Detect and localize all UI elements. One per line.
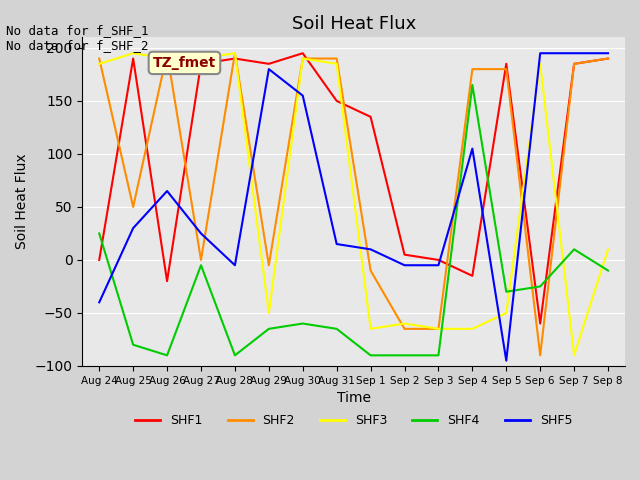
SHF2 <box>401 326 408 332</box>
SHF5 <box>265 66 273 72</box>
SHF1 <box>265 61 273 67</box>
SHF2 <box>299 56 307 61</box>
Title: Soil Heat Flux: Soil Heat Flux <box>291 15 416 33</box>
SHF4 <box>502 289 510 295</box>
SHF3 <box>468 326 476 332</box>
SHF3 <box>265 310 273 316</box>
SHF2 <box>231 50 239 56</box>
SHF3 <box>604 246 612 252</box>
SHF4 <box>299 321 307 326</box>
SHF2 <box>265 263 273 268</box>
SHF4 <box>435 352 442 358</box>
SHF1 <box>231 56 239 61</box>
Y-axis label: Soil Heat Flux: Soil Heat Flux <box>15 154 29 250</box>
SHF3 <box>129 50 137 56</box>
SHF5 <box>95 300 103 305</box>
SHF5 <box>299 93 307 98</box>
SHF4 <box>197 263 205 268</box>
Text: TZ_fmet: TZ_fmet <box>153 56 216 70</box>
SHF4 <box>536 284 544 289</box>
SHF4 <box>129 342 137 348</box>
SHF3 <box>536 61 544 67</box>
SHF3 <box>333 61 340 67</box>
SHF5 <box>435 263 442 268</box>
SHF1 <box>129 56 137 61</box>
Legend: SHF1, SHF2, SHF3, SHF4, SHF5: SHF1, SHF2, SHF3, SHF4, SHF5 <box>130 409 577 432</box>
SHF4 <box>604 268 612 274</box>
SHF4 <box>570 246 578 252</box>
SHF1 <box>502 61 510 67</box>
Line: SHF3: SHF3 <box>99 53 608 355</box>
SHF3 <box>570 352 578 358</box>
SHF2 <box>333 56 340 61</box>
SHF1 <box>95 257 103 263</box>
SHF3 <box>435 326 442 332</box>
SHF5 <box>401 263 408 268</box>
X-axis label: Time: Time <box>337 391 371 405</box>
Text: No data for f_SHF_1
No data for f_SHF_2: No data for f_SHF_1 No data for f_SHF_2 <box>6 24 149 52</box>
SHF2 <box>604 56 612 61</box>
SHF1 <box>536 321 544 326</box>
SHF5 <box>197 230 205 236</box>
SHF4 <box>231 352 239 358</box>
SHF1 <box>333 98 340 104</box>
Line: SHF5: SHF5 <box>99 53 608 360</box>
SHF3 <box>502 310 510 316</box>
SHF3 <box>197 56 205 61</box>
SHF4 <box>367 352 374 358</box>
SHF5 <box>231 263 239 268</box>
SHF2 <box>435 326 442 332</box>
Line: SHF4: SHF4 <box>99 85 608 355</box>
SHF5 <box>129 225 137 231</box>
SHF4 <box>163 352 171 358</box>
Line: SHF1: SHF1 <box>99 53 608 324</box>
SHF4 <box>95 230 103 236</box>
SHF4 <box>265 326 273 332</box>
SHF3 <box>401 321 408 326</box>
SHF2 <box>367 268 374 274</box>
SHF1 <box>367 114 374 120</box>
SHF4 <box>401 352 408 358</box>
SHF4 <box>333 326 340 332</box>
SHF5 <box>570 50 578 56</box>
SHF4 <box>468 82 476 88</box>
SHF2 <box>502 66 510 72</box>
SHF5 <box>367 246 374 252</box>
SHF5 <box>536 50 544 56</box>
SHF2 <box>570 61 578 67</box>
SHF3 <box>163 56 171 61</box>
SHF3 <box>299 56 307 61</box>
SHF1 <box>163 278 171 284</box>
SHF2 <box>95 56 103 61</box>
SHF1 <box>570 61 578 67</box>
SHF3 <box>367 326 374 332</box>
SHF2 <box>536 352 544 358</box>
SHF2 <box>163 50 171 56</box>
SHF2 <box>468 66 476 72</box>
SHF5 <box>468 146 476 152</box>
Line: SHF2: SHF2 <box>99 53 608 355</box>
SHF1 <box>197 61 205 67</box>
SHF5 <box>604 50 612 56</box>
SHF1 <box>468 273 476 279</box>
SHF1 <box>604 56 612 61</box>
SHF2 <box>129 204 137 210</box>
SHF5 <box>502 358 510 363</box>
SHF1 <box>299 50 307 56</box>
SHF3 <box>231 50 239 56</box>
SHF5 <box>333 241 340 247</box>
SHF1 <box>401 252 408 257</box>
SHF5 <box>163 188 171 194</box>
SHF2 <box>197 257 205 263</box>
SHF1 <box>435 257 442 263</box>
SHF3 <box>95 61 103 67</box>
